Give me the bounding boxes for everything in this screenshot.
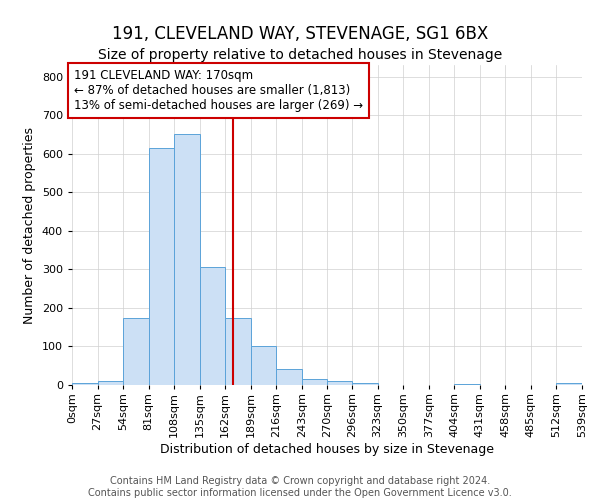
Bar <box>98 381 123 385</box>
Text: 191, CLEVELAND WAY, STEVENAGE, SG1 6BX: 191, CLEVELAND WAY, STEVENAGE, SG1 6BX <box>112 25 488 43</box>
Bar <box>174 134 200 385</box>
Bar <box>72 383 98 385</box>
Bar <box>556 383 582 385</box>
X-axis label: Distribution of detached houses by size in Stevenage: Distribution of detached houses by size … <box>160 442 494 456</box>
Bar <box>454 384 480 385</box>
Text: 191 CLEVELAND WAY: 170sqm
← 87% of detached houses are smaller (1,813)
13% of se: 191 CLEVELAND WAY: 170sqm ← 87% of detac… <box>74 69 363 112</box>
Bar <box>352 383 377 385</box>
Bar <box>149 148 174 385</box>
Bar <box>200 268 225 385</box>
Bar <box>225 318 251 385</box>
Text: Size of property relative to detached houses in Stevenage: Size of property relative to detached ho… <box>98 48 502 62</box>
Bar <box>123 318 149 385</box>
Bar <box>302 379 328 385</box>
Bar <box>277 369 302 385</box>
Text: Contains HM Land Registry data © Crown copyright and database right 2024.
Contai: Contains HM Land Registry data © Crown c… <box>88 476 512 498</box>
Y-axis label: Number of detached properties: Number of detached properties <box>23 126 36 324</box>
Bar <box>251 346 277 385</box>
Bar <box>328 381 352 385</box>
